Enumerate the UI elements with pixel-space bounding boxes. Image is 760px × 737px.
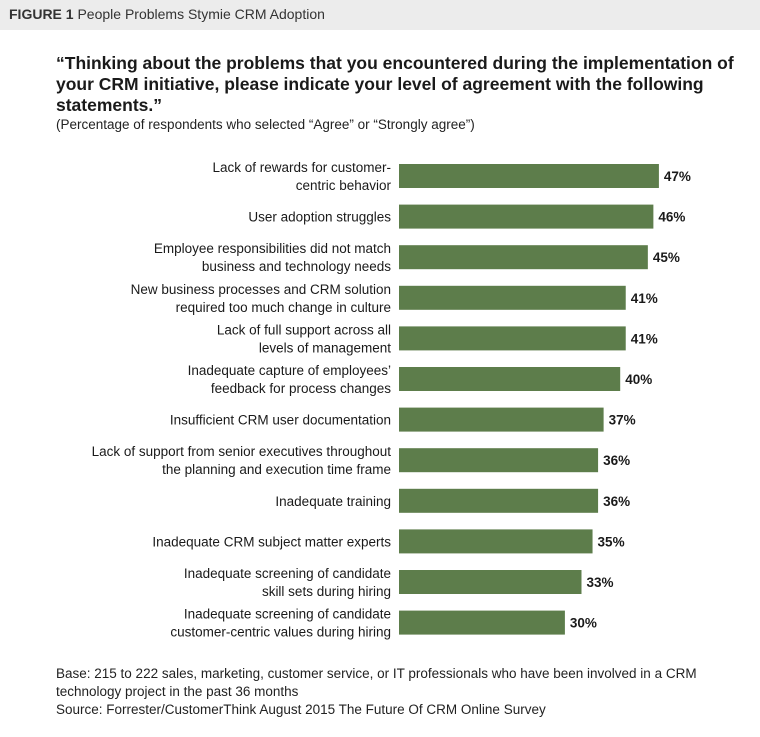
footer: Base: 215 to 222 sales, marketing, custo… xyxy=(56,665,746,719)
value-label-12: 30% xyxy=(570,616,597,631)
bar-11 xyxy=(399,570,582,594)
value-label-1: 47% xyxy=(664,169,691,184)
figure-label: FIGURE 1 xyxy=(9,6,74,22)
figure-title: People Problems Stymie CRM Adoption xyxy=(77,6,325,22)
bar-10 xyxy=(399,529,593,554)
category-label-12: Inadequate screening of candidate custome… xyxy=(170,607,391,640)
value-label-5: 41% xyxy=(631,331,658,346)
value-label-6: 40% xyxy=(625,372,652,387)
category-label-8: Lack of support from senior executives t… xyxy=(92,444,392,477)
figure-caption: FIGURE 1 People Problems Stymie CRM Adop… xyxy=(9,6,325,22)
category-label-7: Insufficient CRM user documentation xyxy=(170,413,391,428)
bar-2 xyxy=(399,204,654,229)
value-label-2: 46% xyxy=(658,210,685,225)
bar-1 xyxy=(399,164,659,188)
bar-8 xyxy=(399,448,599,473)
category-label-2: User adoption struggles xyxy=(248,210,391,225)
survey-question: “Thinking about the problems that you en… xyxy=(56,53,734,115)
bar-6 xyxy=(399,367,621,391)
bar-7 xyxy=(399,407,604,432)
figure-header: FIGURE 1 People Problems Stymie CRM Adop… xyxy=(0,0,760,30)
value-label-4: 41% xyxy=(631,291,658,306)
value-label-10: 35% xyxy=(598,534,625,549)
category-label-5: Lack of full support across all levels of… xyxy=(217,322,391,355)
category-label-4: New business processes and CRM solution r… xyxy=(131,282,391,315)
bar-3 xyxy=(399,245,648,270)
bar-4 xyxy=(399,285,626,310)
footer-base: Base: 215 to 222 sales, marketing, custo… xyxy=(56,666,697,699)
category-label-3: Employee responsibilities did not match b… xyxy=(154,241,391,274)
footer-source: Source: Forrester/CustomerThink August 2… xyxy=(56,702,546,717)
category-label-6: Inadequate capture of employees’ feedback… xyxy=(188,363,392,396)
bar-9 xyxy=(399,488,599,513)
category-label-9: Inadequate training xyxy=(275,494,391,509)
bar-chart: 47% Lack of rewards for customer-centric … xyxy=(92,160,691,640)
value-label-11: 33% xyxy=(586,575,613,590)
survey-subnote: (Percentage of respondents who selected … xyxy=(56,117,475,132)
value-label-7: 37% xyxy=(609,413,636,428)
bar-5 xyxy=(399,326,626,351)
value-label-3: 45% xyxy=(653,250,680,265)
value-label-9: 36% xyxy=(603,494,630,509)
category-label-11: Inadequate screening of candidate skill s… xyxy=(184,566,391,599)
value-label-8: 36% xyxy=(603,453,630,468)
category-label-10: Inadequate CRM subject matter experts xyxy=(152,534,391,549)
bar-12 xyxy=(399,610,565,635)
category-label-1: Lack of rewards for customer-centric beh… xyxy=(212,160,391,193)
